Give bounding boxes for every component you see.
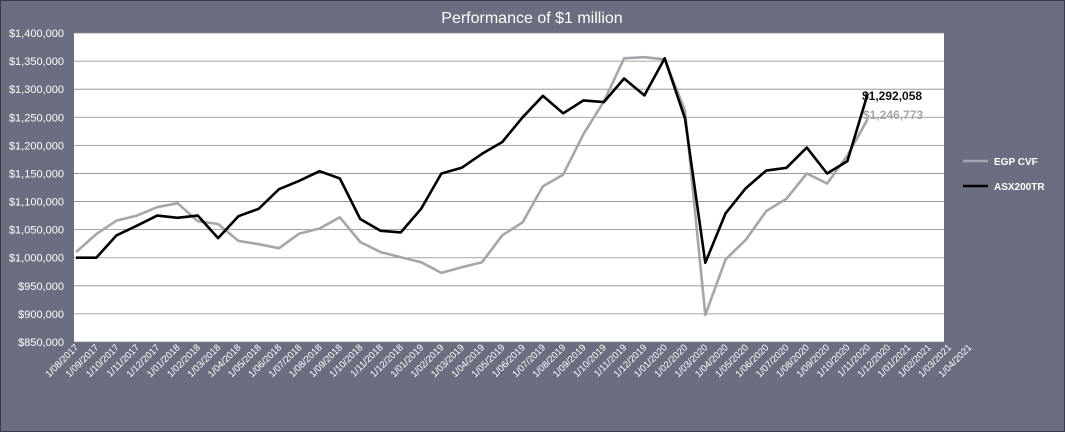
y-tick-label: $1,200,000 <box>9 140 64 152</box>
y-tick-label: $1,400,000 <box>9 28 64 40</box>
y-tick-label: $1,150,000 <box>9 168 64 180</box>
y-tick-label: $1,050,000 <box>9 225 64 237</box>
chart-title: Performance of $1 million <box>441 10 622 27</box>
end-value-label: $1,246,773 <box>863 108 923 122</box>
y-tick-label: $1,250,000 <box>9 112 64 124</box>
y-tick-label: $1,300,000 <box>9 84 64 96</box>
y-tick-label: $900,000 <box>18 309 64 321</box>
legend-label: ASX200TR <box>994 182 1045 193</box>
y-tick-label: $850,000 <box>18 337 64 349</box>
end-value-label: $1,292,058 <box>862 89 922 103</box>
series-line-asx200tr <box>76 56 869 265</box>
y-tick-label: $1,350,000 <box>9 56 64 68</box>
plot-area <box>74 33 944 342</box>
series-line-egp-cvf <box>75 55 869 317</box>
legend-label: EGP CVF <box>994 157 1038 168</box>
y-tick-label: $1,100,000 <box>9 197 64 209</box>
y-tick-label: $950,000 <box>18 281 64 293</box>
y-tick-label: $1,000,000 <box>9 253 64 265</box>
